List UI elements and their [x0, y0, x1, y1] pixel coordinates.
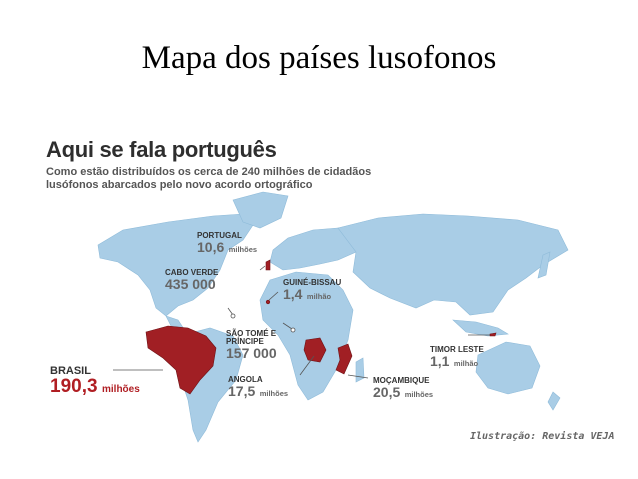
country-name: SÃO TOMÉ E PRÍNCIPE	[226, 329, 277, 346]
label-sao-tome-e-principe: SÃO TOMÉ E PRÍNCIPE 157 000	[226, 330, 288, 362]
country-name: PORTUGAL	[197, 231, 242, 240]
country-name: ANGOLA	[228, 375, 263, 384]
country-name: BRASIL	[50, 365, 91, 377]
population-value: 190,3	[50, 376, 98, 397]
population-unit: milhões	[259, 389, 289, 398]
population-unit: milhão	[453, 359, 479, 368]
southeast-asia-islands	[452, 319, 509, 337]
map-title: Aqui se fala português	[46, 137, 277, 162]
population-value: 17,5	[228, 383, 256, 399]
map-subtitle: Como estão distribuídos os cerca de 240 …	[46, 166, 372, 191]
population-unit: milhões	[228, 245, 258, 254]
cabo-verde-marker	[230, 313, 236, 319]
country-name: TIMOR LESTE	[430, 345, 484, 354]
europe-landmass	[269, 227, 359, 271]
portugal-leader	[259, 265, 266, 271]
sao-tome-leader	[282, 322, 293, 330]
population-value: 157 000	[226, 345, 277, 361]
population-value: 1,4	[283, 286, 303, 302]
population-value: 1,1	[430, 353, 450, 369]
portugal-shape	[265, 259, 271, 271]
angola-leader	[299, 355, 315, 376]
sao-tome-marker	[290, 327, 296, 333]
japan-landmass	[537, 251, 551, 279]
australia-landmass	[475, 341, 541, 395]
label-brasil: BRASIL 190,3 milhões	[50, 365, 140, 397]
map-panel	[38, 130, 598, 448]
country-name: GUINÉ-BISSAU	[283, 278, 342, 287]
population-value: 10,6	[197, 239, 225, 255]
country-name: CABO VERDE	[165, 268, 219, 277]
greenland-landmass	[232, 191, 289, 229]
country-name: MOÇAMBIQUE	[373, 376, 430, 385]
angola-shape	[303, 337, 327, 363]
mocambique-leader	[347, 374, 369, 379]
world-map	[97, 191, 569, 443]
slide-title: Mapa dos países lusofonos	[141, 40, 497, 76]
guine-bissau-dot	[265, 299, 271, 305]
brasil-shape	[145, 325, 217, 395]
population-unit: milhões	[404, 390, 434, 399]
population-value: 20,5	[373, 384, 401, 400]
guine-bissau-leader	[268, 291, 279, 301]
label-timor-leste: TIMOR LESTE 1,1 milhão	[430, 346, 484, 370]
illustration-credit: Ilustração: Revista VEJA	[470, 431, 615, 442]
label-angola: ANGOLA 17,5 milhões	[228, 376, 288, 400]
population-unit: milhão	[306, 292, 332, 301]
madagascar-landmass	[355, 357, 365, 383]
africa-landmass	[259, 271, 354, 401]
population-unit: milhões	[102, 384, 140, 395]
asia-landmass	[337, 213, 569, 316]
population-value: 435 000	[165, 276, 216, 292]
label-cabo-verde: CABO VERDE 435 000	[165, 269, 218, 293]
label-mocambique: MOÇAMBIQUE 20,5 milhões	[373, 377, 433, 401]
north-america-landmass	[97, 213, 254, 317]
mocambique-shape	[335, 343, 353, 375]
label-guine-bissau: GUINÉ-BISSAU 1,4 milhão	[283, 279, 341, 303]
label-portugal: PORTUGAL 10,6 milhões	[197, 232, 257, 256]
new-zealand-landmass	[547, 391, 561, 411]
